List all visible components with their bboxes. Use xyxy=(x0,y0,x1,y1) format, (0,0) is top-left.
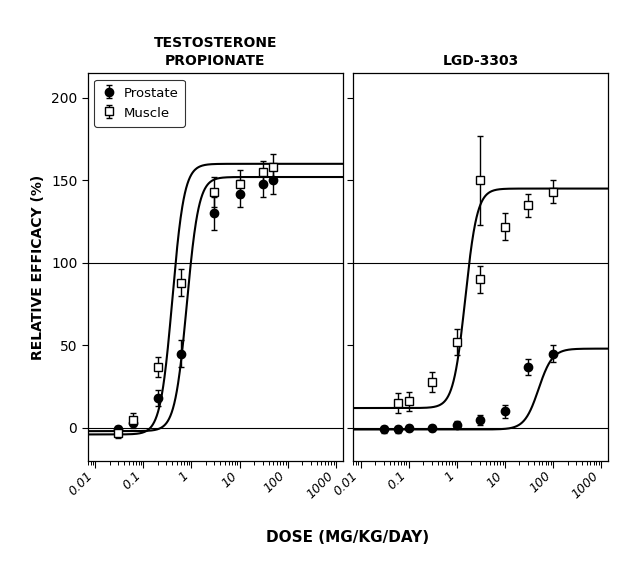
Y-axis label: RELATIVE EFFICACY (%): RELATIVE EFFICACY (%) xyxy=(31,174,45,360)
Title: LGD-3303: LGD-3303 xyxy=(443,54,519,68)
Title: TESTOSTERONE
PROPIONATE: TESTOSTERONE PROPIONATE xyxy=(154,37,277,68)
Text: DOSE (MG/KG/DAY): DOSE (MG/KG/DAY) xyxy=(266,530,429,545)
Legend: Prostate, Muscle: Prostate, Muscle xyxy=(95,80,185,126)
